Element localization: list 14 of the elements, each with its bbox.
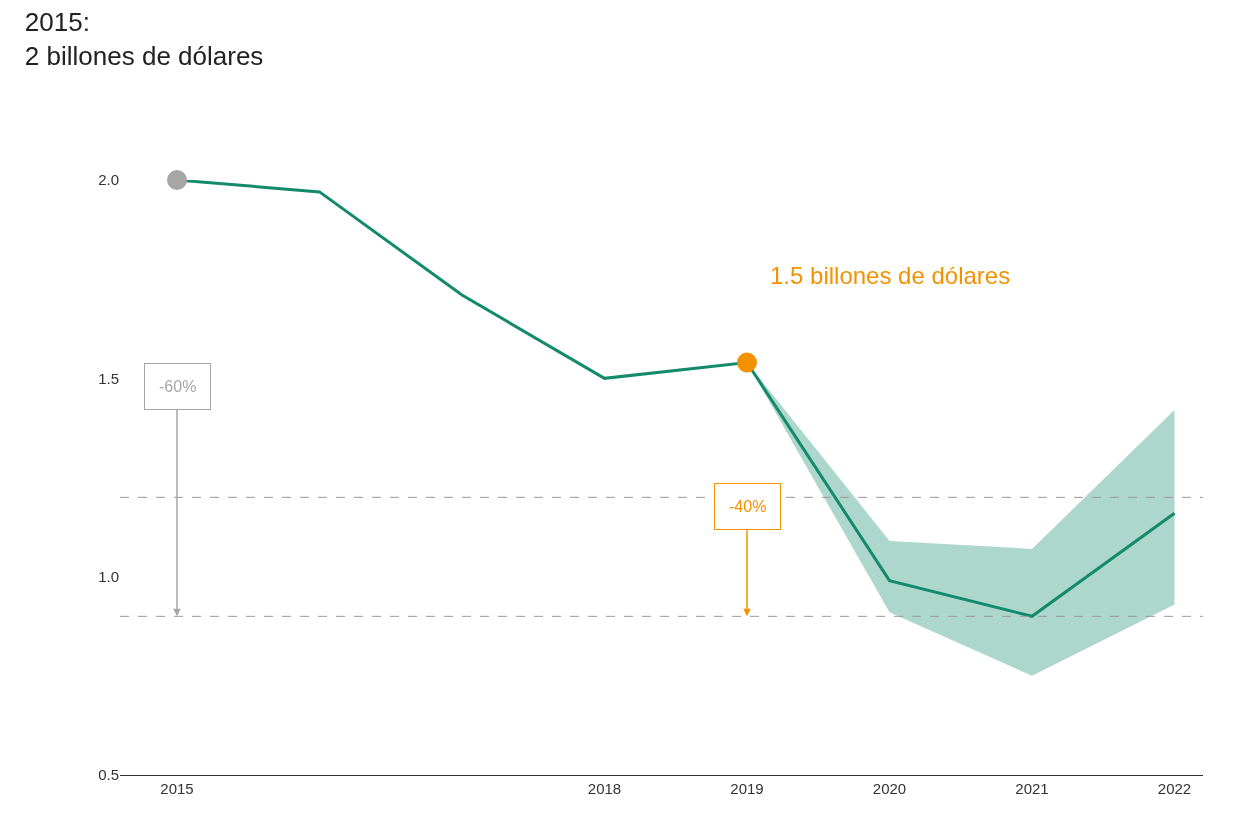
x-tick-label: 2015 [160, 780, 194, 797]
chart-title: 2015: 2 billones de dólares [24, 7, 264, 71]
y-tick-label: 0.5 [98, 766, 119, 784]
x-tick-label: 2018 [587, 780, 622, 797]
x-tick-label: 2019 [730, 780, 764, 797]
y-tick-label: 1.0 [98, 567, 119, 585]
y-tick-label: 2.0 [98, 171, 119, 189]
x-tick-label: 2021 [1015, 780, 1049, 797]
annotation: -60% [159, 378, 197, 395]
x-tick-label: 2022 [1157, 780, 1192, 797]
annotation: -40% [729, 498, 767, 515]
x-tick-label: 2020 [872, 780, 907, 797]
annotation: 1.5 billones de dólares [770, 262, 1011, 289]
y-tick-label: 1.5 [98, 369, 119, 387]
